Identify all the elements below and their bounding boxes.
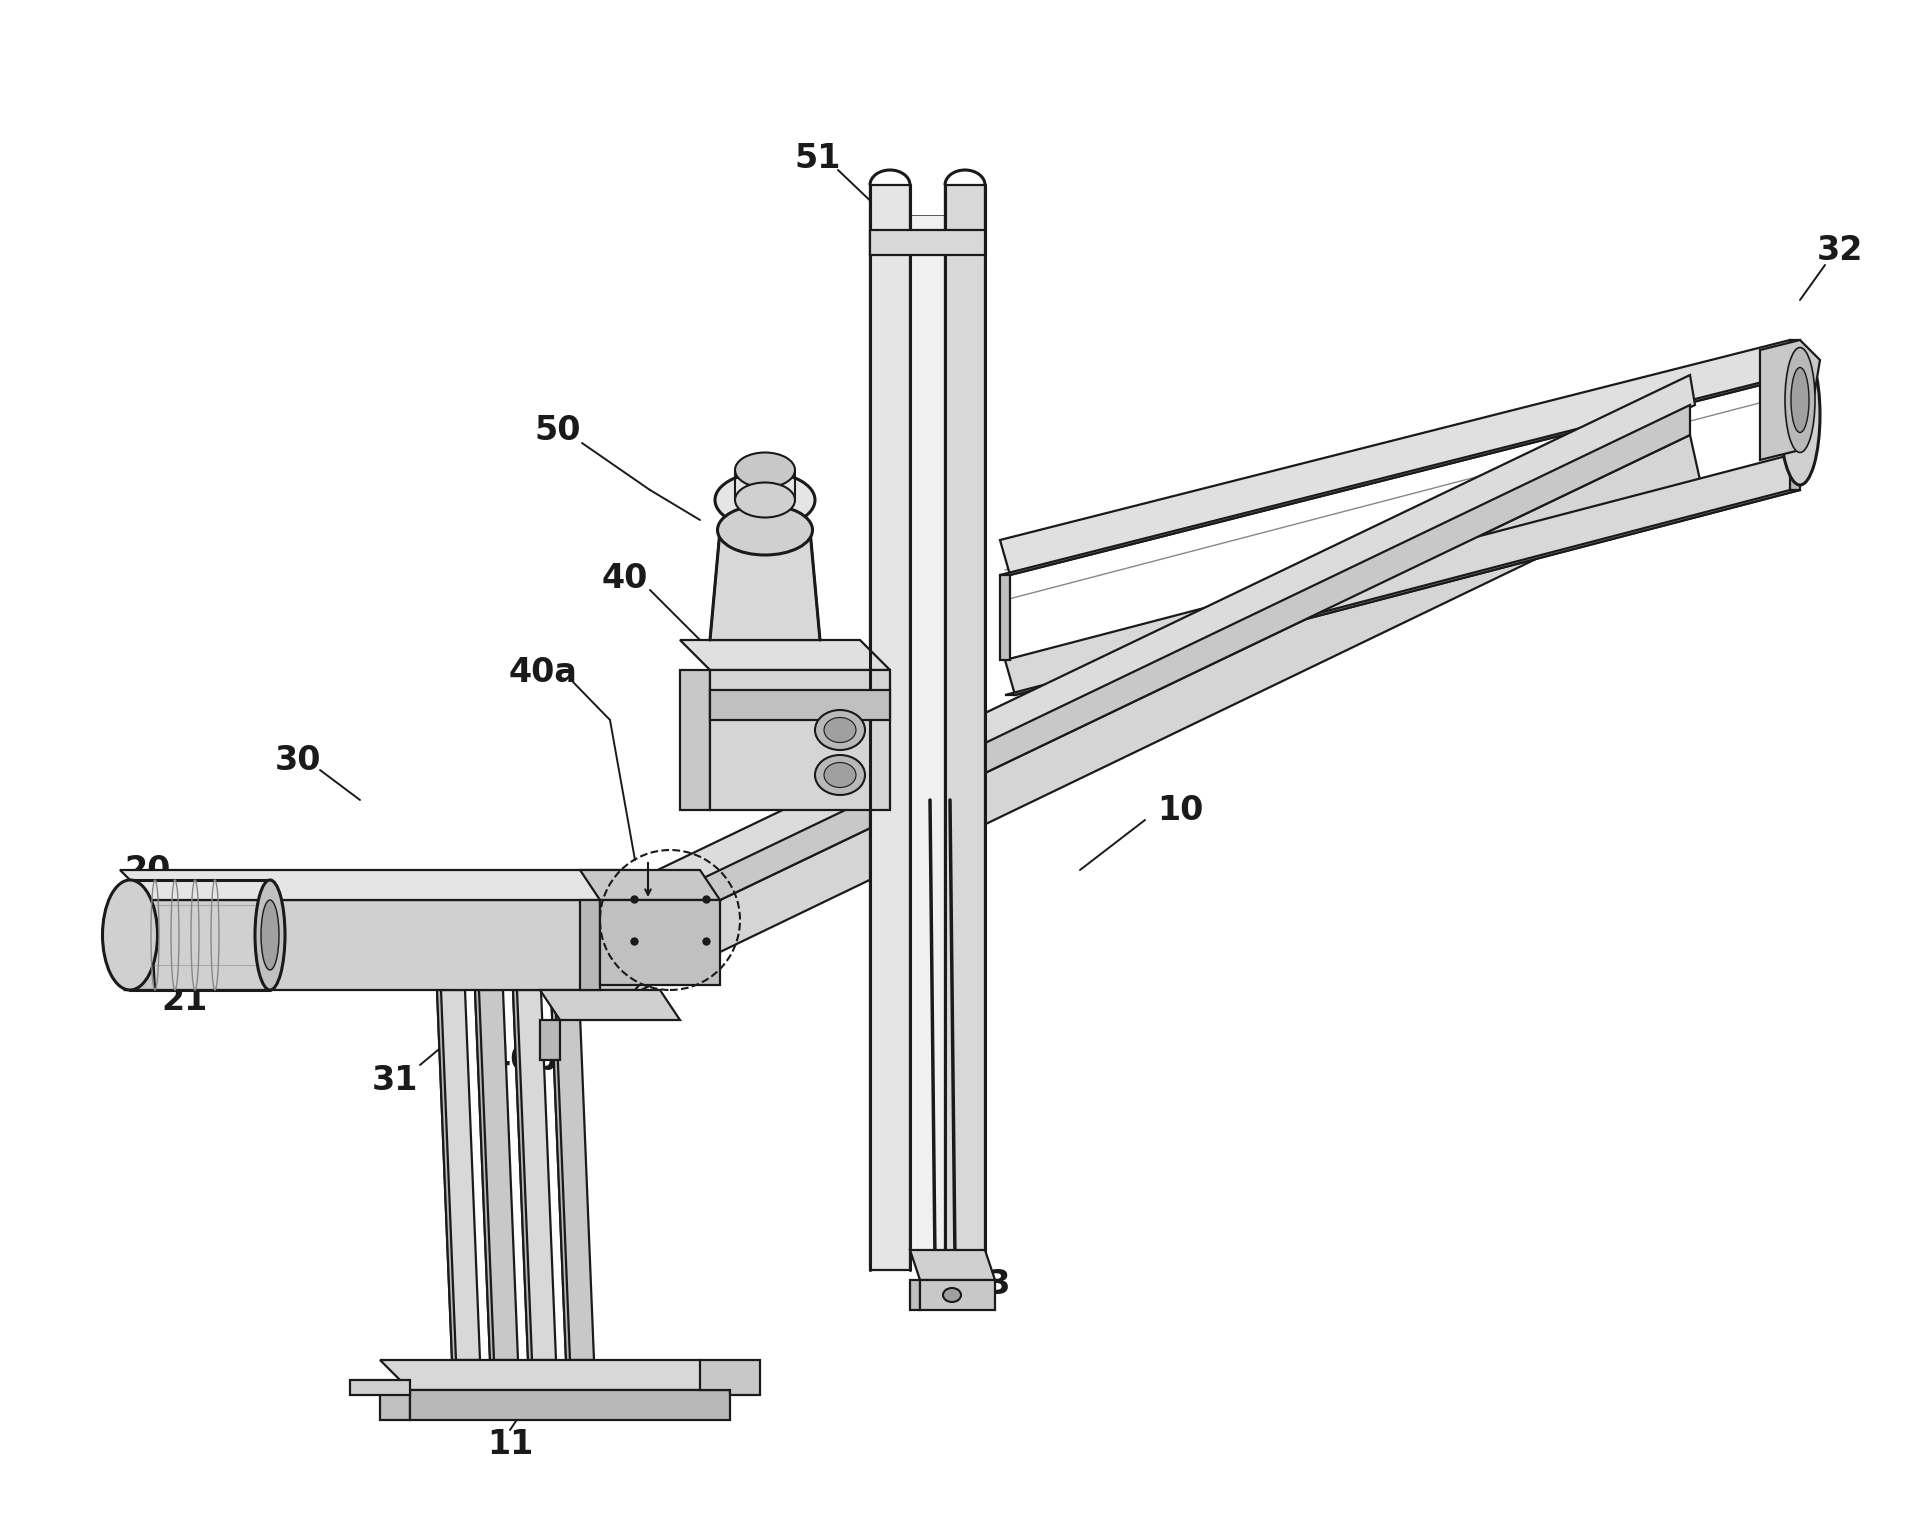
Text: 32: 32 — [1816, 233, 1862, 267]
Polygon shape — [1000, 375, 1799, 576]
Polygon shape — [679, 670, 710, 810]
Text: 11: 11 — [486, 1429, 533, 1462]
Text: 40: 40 — [602, 562, 648, 594]
Polygon shape — [594, 900, 600, 966]
Text: 12: 12 — [1596, 483, 1642, 516]
Polygon shape — [380, 1390, 409, 1419]
Polygon shape — [579, 870, 720, 900]
Polygon shape — [1789, 340, 1799, 490]
Polygon shape — [594, 375, 1695, 931]
Polygon shape — [475, 990, 494, 1360]
Polygon shape — [909, 1279, 919, 1310]
Ellipse shape — [814, 710, 865, 749]
Polygon shape — [540, 990, 679, 1020]
Polygon shape — [513, 990, 533, 1360]
Polygon shape — [1004, 490, 1799, 694]
Ellipse shape — [255, 880, 286, 990]
Polygon shape — [594, 405, 1689, 959]
Polygon shape — [513, 990, 556, 1360]
Polygon shape — [870, 184, 909, 1270]
Text: 53: 53 — [965, 1269, 1011, 1302]
Polygon shape — [919, 1279, 994, 1310]
Polygon shape — [540, 1020, 560, 1060]
Text: 31: 31 — [372, 1063, 419, 1097]
Polygon shape — [1004, 455, 1799, 694]
Polygon shape — [701, 1360, 760, 1395]
Ellipse shape — [814, 755, 865, 795]
Polygon shape — [550, 990, 594, 1360]
Text: 10: 10 — [1156, 793, 1202, 827]
Ellipse shape — [824, 763, 855, 787]
Polygon shape — [909, 215, 944, 1250]
Polygon shape — [436, 990, 455, 1360]
Polygon shape — [120, 870, 660, 900]
Polygon shape — [550, 990, 569, 1360]
Polygon shape — [710, 690, 890, 720]
Polygon shape — [380, 1360, 730, 1390]
Text: 40a: 40a — [508, 655, 577, 688]
Polygon shape — [944, 184, 984, 1270]
Polygon shape — [120, 900, 154, 990]
Polygon shape — [1000, 340, 1799, 576]
Ellipse shape — [261, 900, 278, 970]
Text: 50: 50 — [535, 414, 581, 446]
Text: 21: 21 — [162, 984, 208, 1016]
Polygon shape — [125, 900, 660, 990]
Polygon shape — [594, 900, 610, 1005]
Polygon shape — [710, 670, 890, 810]
Ellipse shape — [735, 452, 795, 487]
Ellipse shape — [735, 483, 795, 518]
Polygon shape — [409, 1390, 730, 1419]
Text: 51: 51 — [795, 142, 841, 175]
Ellipse shape — [718, 506, 813, 554]
Polygon shape — [475, 990, 517, 1360]
Polygon shape — [349, 1380, 409, 1395]
Ellipse shape — [1789, 367, 1808, 433]
Polygon shape — [870, 230, 984, 254]
Ellipse shape — [102, 880, 158, 990]
Ellipse shape — [1779, 346, 1820, 484]
Polygon shape — [909, 1250, 994, 1279]
Ellipse shape — [942, 1288, 961, 1302]
Polygon shape — [600, 900, 720, 985]
Polygon shape — [579, 900, 600, 990]
Text: 20: 20 — [125, 853, 172, 886]
Text: 30: 30 — [274, 743, 320, 777]
Ellipse shape — [714, 472, 814, 527]
Polygon shape — [679, 640, 890, 670]
Ellipse shape — [824, 717, 855, 743]
Ellipse shape — [1783, 347, 1814, 452]
Text: 40b: 40b — [488, 1043, 558, 1077]
Polygon shape — [1758, 340, 1820, 460]
Polygon shape — [710, 530, 820, 640]
Polygon shape — [436, 990, 481, 1360]
Polygon shape — [1000, 576, 1009, 659]
Polygon shape — [594, 436, 1698, 1005]
